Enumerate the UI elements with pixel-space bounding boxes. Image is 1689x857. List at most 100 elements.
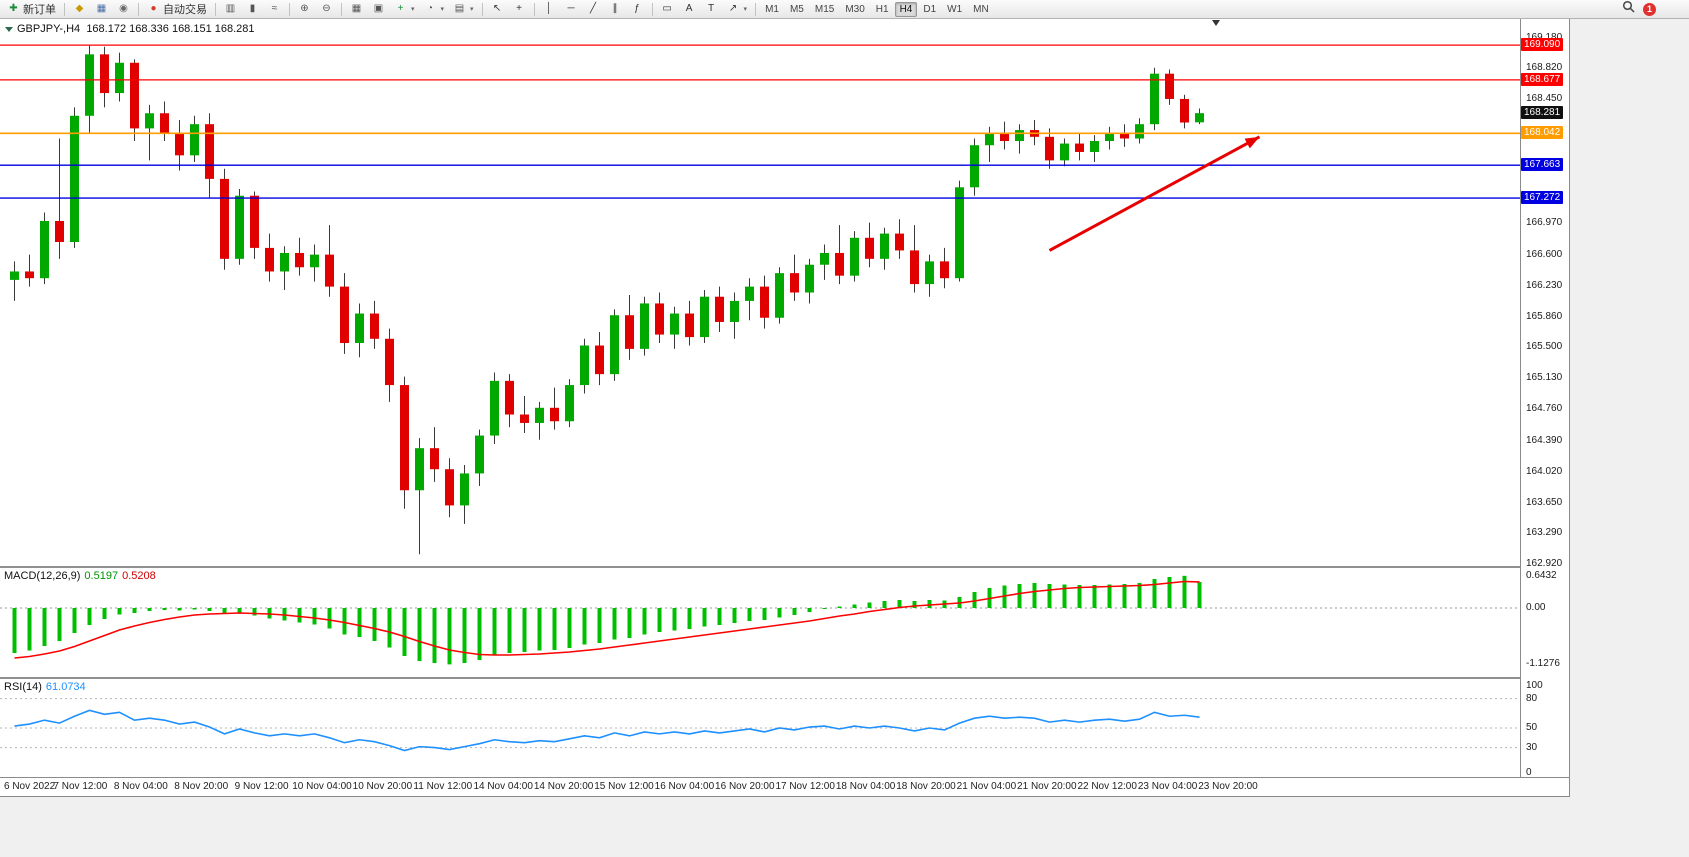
candle-body <box>250 195 259 248</box>
candlestick-chart-icon[interactable]: ▮ <box>242 1 263 18</box>
templates-icon[interactable]: ▤ ▾ <box>449 1 478 18</box>
macd-histogram-bar <box>867 602 872 608</box>
candle-body <box>790 273 799 293</box>
toolbar-items: ✚ 新订单 ◆ ▦ ◉ ● 自动交易 ▥ ▮ ≈ ⊕ ⊖ ▦ ▣ + ▾ ◔ ▾ ▤ ▾ ↖ + │ ─ ╱ ∥ ƒ ▭ A T ↗ ▾ M1 M… <box>3 1 994 18</box>
candle-body <box>445 469 454 506</box>
fibonacci-icon[interactable]: ƒ <box>627 1 648 18</box>
search-icon[interactable] <box>1622 0 1635 18</box>
toolbar-separator <box>341 2 342 16</box>
candle-body <box>640 303 649 349</box>
candle-body <box>130 62 139 129</box>
candle-body <box>700 296 709 338</box>
text-icon[interactable]: A <box>679 1 700 18</box>
crosshair-icon[interactable]: + <box>509 1 530 18</box>
candle-body <box>475 435 484 474</box>
notification-badge[interactable]: 1 <box>1643 2 1656 16</box>
macd-histogram-bar <box>492 608 497 656</box>
timeframe-h4[interactable]: H4 <box>894 1 918 17</box>
candle-body <box>145 113 154 129</box>
text-label-icon[interactable]: T <box>701 1 722 18</box>
indicators-icon[interactable]: + ▾ <box>390 1 419 18</box>
candle-body <box>1105 132 1114 142</box>
candle-body <box>1135 124 1144 139</box>
trend-arrow-head <box>1244 136 1260 149</box>
price-axis[interactable] <box>1520 19 1569 777</box>
main-toolbar: ✚ 新订单 ◆ ▦ ◉ ● 自动交易 ▥ ▮ ≈ ⊕ ⊖ ▦ ▣ + ▾ ◔ ▾ ▤ ▾ ↖ + │ ─ ╱ ∥ ƒ ▭ A T ↗ ▾ M1 M… <box>0 0 1689 19</box>
one-click-trading-arrow[interactable] <box>5 27 13 32</box>
rsi-axis-label: 100 <box>1526 680 1543 691</box>
candle-body <box>115 62 124 94</box>
macd-histogram-bar <box>252 608 257 616</box>
macd-histogram-bar <box>1167 577 1172 608</box>
timeframe-mn[interactable]: MN <box>973 3 989 15</box>
macd-indicator-pane[interactable] <box>0 568 1520 677</box>
horizontal-line-icon[interactable]: ─ <box>561 1 582 18</box>
macd-histogram-bar <box>687 608 692 629</box>
price-axis-label: 162.920 <box>1526 558 1563 570</box>
price-level-badge: 168.677 <box>1521 72 1564 86</box>
candle-body <box>415 448 424 491</box>
vertical-line-icon[interactable]: │ <box>539 1 560 18</box>
rsi-indicator-pane[interactable] <box>0 679 1520 777</box>
zoom-in-icon[interactable]: ⊕ <box>294 1 315 18</box>
pane-splitter[interactable] <box>0 677 1569 679</box>
macd-histogram-bar <box>537 608 542 651</box>
equidistant-channel-icon[interactable]: ∥ <box>605 1 626 18</box>
macd-histogram-bar <box>822 608 827 609</box>
macd-histogram-bar <box>762 608 767 620</box>
candle-body <box>1120 132 1129 139</box>
mql-wizard-icon[interactable]: ◆ <box>69 1 90 18</box>
trendline-icon: ╱ <box>590 3 597 14</box>
bar-chart-icon[interactable]: ▥ <box>220 1 241 18</box>
chart-shift-marker[interactable] <box>1212 20 1220 26</box>
mql-wizard-icon: ◆ <box>75 3 84 14</box>
timeframe-m15[interactable]: M15 <box>814 3 835 15</box>
macd-histogram-bar <box>702 608 707 627</box>
pane-splitter[interactable] <box>0 566 1569 568</box>
time-axis[interactable]: 6 Nov 2022 7 Nov 12:00 8 Nov 04:00 8 Nov 20… <box>0 778 1569 796</box>
new-order-button[interactable]: ✚ 新订单 <box>3 1 60 18</box>
trend-arrow-annotation[interactable] <box>1048 135 1261 252</box>
candle-body <box>1015 130 1024 142</box>
timeframe-m1[interactable]: M1 <box>765 3 779 15</box>
autotrading-button[interactable]: ● 自动交易 <box>143 1 211 18</box>
periods-icon[interactable]: ◔ ▾ <box>420 1 449 18</box>
candle-body <box>730 300 739 322</box>
arrows-icon[interactable]: ↗ ▾ <box>723 1 752 18</box>
line-chart-icon[interactable]: ≈ <box>264 1 285 18</box>
candle-body <box>895 233 904 251</box>
timeframe-w1[interactable]: W1 <box>947 3 963 15</box>
macd-axis-label: 0.00 <box>1526 602 1546 613</box>
price-level-badge: 168.042 <box>1521 126 1564 140</box>
cursor-icon[interactable]: ↖ <box>487 1 508 18</box>
timeframe-m30[interactable]: M30 <box>845 3 865 15</box>
tile-windows-icon[interactable]: ▦ <box>346 1 367 18</box>
macd-histogram-bar <box>777 608 782 618</box>
alerts-icon[interactable]: ◉ <box>113 1 134 18</box>
profiles-icon[interactable]: ▦ <box>91 1 112 18</box>
trendline-icon[interactable]: ╱ <box>583 1 604 18</box>
rsi-canvas[interactable] <box>0 679 1520 777</box>
price-level-badge: 167.663 <box>1521 158 1564 172</box>
macd-histogram-bar <box>582 608 587 645</box>
price-chart-canvas[interactable] <box>0 19 1520 566</box>
macd-histogram-bar <box>1182 575 1187 608</box>
candle-body <box>955 187 964 279</box>
price-chart-pane[interactable] <box>0 19 1520 566</box>
timeframe-m5[interactable]: M5 <box>789 3 804 15</box>
candle-body <box>325 254 334 287</box>
auto-arrange-icon[interactable]: ▣ <box>368 1 389 18</box>
price-axis-label: 164.020 <box>1526 465 1563 477</box>
zoom-out-icon[interactable]: ⊖ <box>316 1 337 18</box>
shapes-icon[interactable]: ▭ <box>657 1 678 18</box>
macd-canvas[interactable] <box>0 568 1520 677</box>
candle-body <box>1000 132 1009 142</box>
candle-body <box>295 252 304 268</box>
time-axis-label: 14 Nov 20:00 <box>533 781 594 792</box>
price-axis-label: 169.180 <box>1526 31 1563 43</box>
macd-signal-line <box>14 580 1200 659</box>
timeframe-d1[interactable]: D1 <box>923 3 937 15</box>
timeframe-h1[interactable]: H1 <box>875 3 889 15</box>
autotrading-status-icon: ● <box>150 3 157 14</box>
chart-window: GBPJPY-,H4 168.172 168.336 168.151 168.2… <box>0 19 1570 797</box>
